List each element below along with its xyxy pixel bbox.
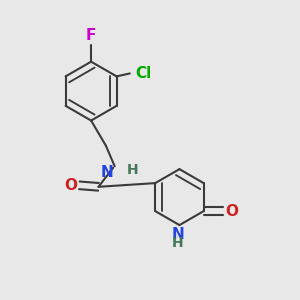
Text: H: H xyxy=(172,236,184,250)
Text: N: N xyxy=(100,165,113,180)
Text: N: N xyxy=(172,226,184,242)
Text: H: H xyxy=(126,163,138,177)
Text: Cl: Cl xyxy=(135,66,152,81)
Text: F: F xyxy=(86,28,96,43)
Text: O: O xyxy=(225,204,238,219)
Text: O: O xyxy=(64,178,77,193)
